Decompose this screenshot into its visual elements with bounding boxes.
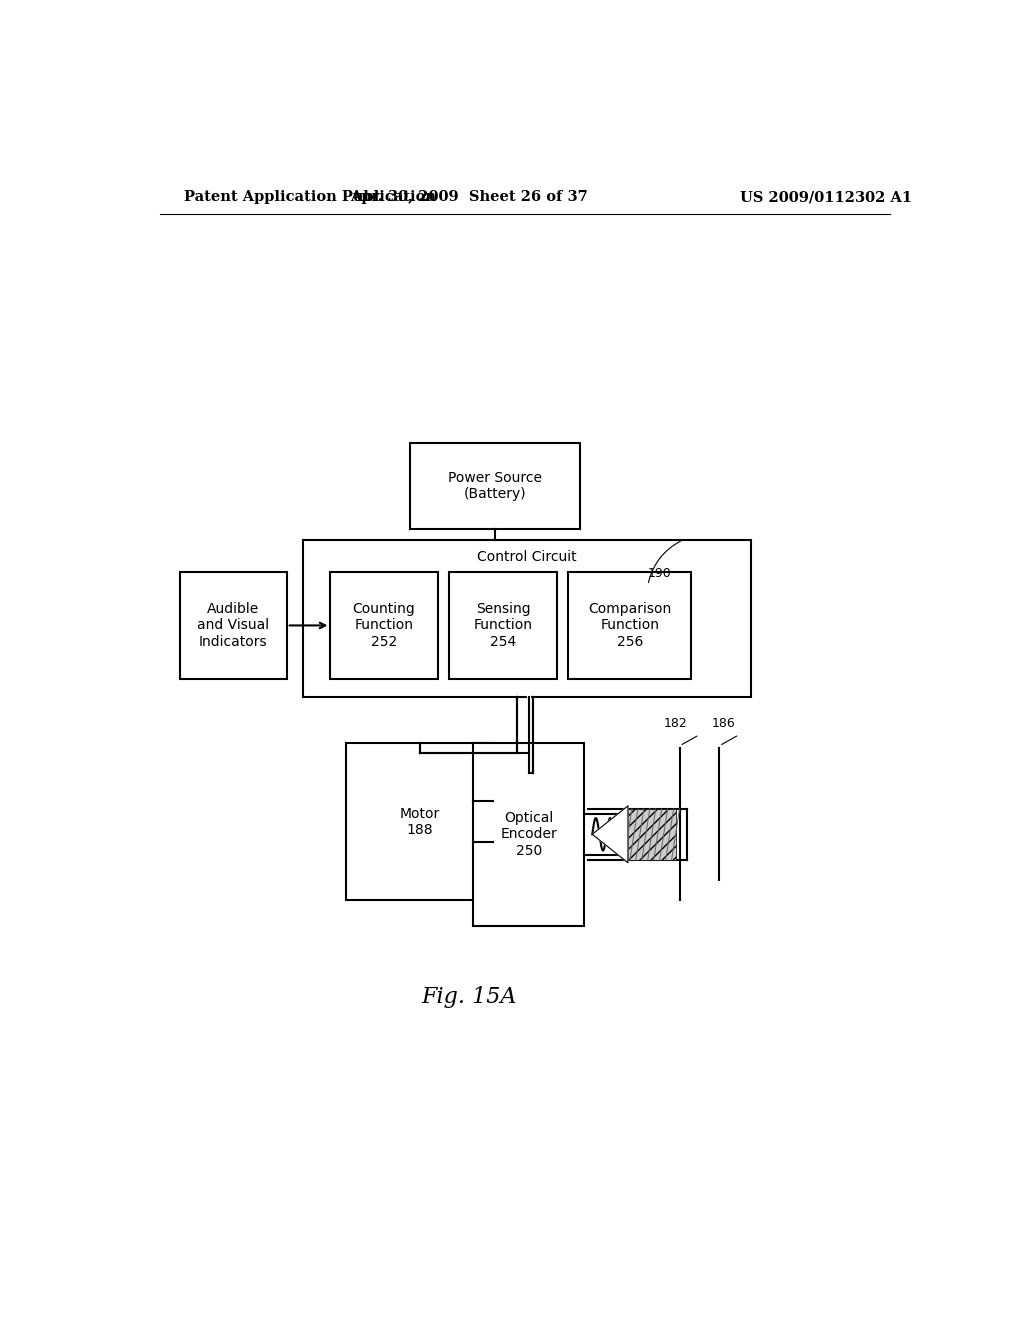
- Bar: [473, 743, 585, 925]
- Text: Fig. 15A: Fig. 15A: [422, 986, 517, 1008]
- Bar: [628, 809, 676, 859]
- Text: Motor
188: Motor 188: [399, 807, 439, 837]
- Bar: [568, 572, 691, 678]
- Bar: [410, 444, 581, 529]
- Text: Counting
Function
252: Counting Function 252: [352, 602, 416, 648]
- Text: Control Circuit: Control Circuit: [477, 549, 577, 564]
- Text: Audible
and Visual
Indicators: Audible and Visual Indicators: [197, 602, 269, 648]
- Text: 186: 186: [712, 717, 735, 730]
- Text: Sensing
Function
254: Sensing Function 254: [473, 602, 532, 648]
- Text: Comparison
Function
256: Comparison Function 256: [589, 602, 672, 648]
- Text: Apr. 30, 2009  Sheet 26 of 37: Apr. 30, 2009 Sheet 26 of 37: [350, 190, 588, 205]
- Bar: [450, 572, 557, 678]
- Text: Optical
Encoder
250: Optical Encoder 250: [501, 810, 557, 858]
- Text: Power Source
(Battery): Power Source (Battery): [449, 471, 542, 502]
- Polygon shape: [592, 805, 628, 863]
- Bar: [179, 572, 287, 678]
- Bar: [346, 743, 494, 900]
- Text: Patent Application Publication: Patent Application Publication: [183, 190, 435, 205]
- Text: 182: 182: [664, 717, 687, 730]
- Text: 190: 190: [648, 568, 672, 581]
- Bar: [331, 572, 437, 678]
- Text: US 2009/0112302 A1: US 2009/0112302 A1: [740, 190, 912, 205]
- Bar: [303, 540, 751, 697]
